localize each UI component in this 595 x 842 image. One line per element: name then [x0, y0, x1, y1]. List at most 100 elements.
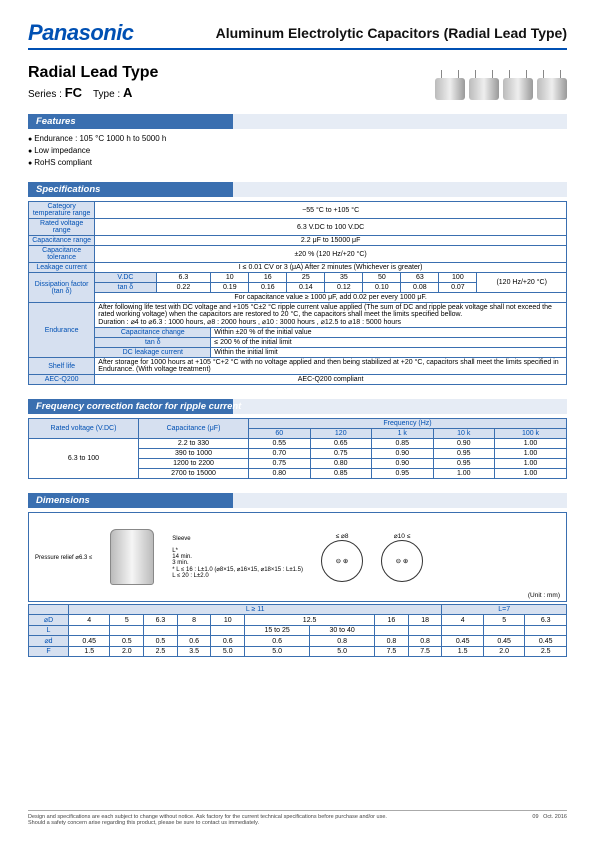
dim-cell: 0.8	[375, 636, 409, 647]
footer-text: Design and specifications are each subje…	[28, 814, 387, 826]
dim-cell: 30 to 40	[310, 626, 375, 636]
diss-tan: 0.22	[156, 283, 211, 293]
dim-cell: 0.8	[408, 636, 442, 647]
freq-val: 0.95	[372, 469, 434, 479]
dim-cell: 5.0	[245, 647, 310, 657]
diss-vdc-label: V.DC	[95, 273, 156, 283]
freq-val: 0.85	[372, 439, 434, 449]
freq-val: 0.75	[310, 449, 372, 459]
diss-vdc: 100	[439, 273, 477, 283]
dim-cell: 7.5	[375, 647, 409, 657]
feature-item: RoHS compliant	[28, 157, 567, 169]
dim-cell: 7.5	[408, 647, 442, 657]
shelf-text: After storage for 1000 hours at +105 °C+…	[95, 358, 567, 375]
cap-change-val: Within ±20 % of the initial value	[211, 328, 567, 338]
dim-cell	[211, 626, 245, 636]
freq-cap: 1200 to 2200	[139, 459, 249, 469]
spec-label: AEC-Q200	[29, 375, 95, 385]
dim-cell: 0.8	[310, 636, 375, 647]
freq-val: 0.55	[249, 439, 311, 449]
dim-cell: 5	[483, 615, 524, 626]
spec-label: Shelf life	[29, 358, 95, 375]
spec-label: Category temperature range	[29, 202, 95, 219]
freq-val: 0.95	[433, 459, 495, 469]
spec-label: Capacitance range	[29, 236, 95, 246]
diss-note: For capacitance value ≥ 1000 μF, add 0.0…	[95, 293, 567, 303]
diss-tan: 0.07	[439, 283, 477, 293]
freq-voltrange: 6.3 to 100	[29, 439, 139, 479]
series-label: Series :	[28, 89, 62, 100]
aec-val: AEC-Q200 compliant	[95, 375, 567, 385]
diss-cond: (120 Hz/+20 °C)	[477, 273, 567, 293]
freq-val: 0.85	[310, 469, 372, 479]
dim-cell: 2.0	[110, 647, 144, 657]
diss-tan: 0.12	[325, 283, 363, 293]
d8-label: ≤ ⌀8	[321, 532, 363, 540]
dim-cell: 0.45	[483, 636, 524, 647]
unit-label: (Unit : mm)	[528, 592, 560, 599]
freq-val: 0.90	[372, 449, 434, 459]
dim-cell	[408, 626, 442, 636]
diss-tan: 0.14	[287, 283, 325, 293]
freq-col: 1 k	[372, 429, 434, 439]
dim-cell: 0.5	[110, 636, 144, 647]
dim-cell: 2.0	[483, 647, 524, 657]
freq-val: 0.70	[249, 449, 311, 459]
freq-table: Rated voltage (V.DC) Capacitance (μF) Fr…	[28, 418, 567, 479]
series-value: FC	[65, 85, 82, 100]
dim-cell: 0.6	[211, 636, 245, 647]
spec-value: −55 °C to +105 °C	[95, 202, 567, 219]
freq-val: 0.95	[433, 449, 495, 459]
diss-tan: 0.10	[363, 283, 401, 293]
freq-val: 1.00	[495, 459, 567, 469]
dim-cell: 5	[110, 615, 144, 626]
dim-cell	[442, 626, 483, 636]
specs-heading: Specifications	[28, 182, 567, 197]
freq-cap: 2700 to 15000	[139, 469, 249, 479]
freq-val: 1.00	[433, 469, 495, 479]
page-number: 09	[532, 814, 538, 820]
dim-l11-hdr: L ≥ 11	[69, 605, 442, 615]
freq-val: 0.80	[310, 459, 372, 469]
diss-vdc: 25	[287, 273, 325, 283]
spec-label: Rated voltage range	[29, 219, 95, 236]
product-title: Radial Lead Type	[28, 64, 158, 82]
dim-cell	[375, 626, 409, 636]
freq-val: 0.90	[433, 439, 495, 449]
dim-cell: 0.45	[69, 636, 110, 647]
dim-cell: 4	[69, 615, 110, 626]
dim-cell: 10	[211, 615, 245, 626]
dim-cell: 0.6	[245, 636, 310, 647]
freq-col: 10 k	[433, 429, 495, 439]
type-value: A	[123, 85, 132, 100]
dim-cell	[483, 626, 524, 636]
capacitor-illustration	[417, 64, 567, 100]
type-label: Type :	[93, 89, 120, 100]
dim-note: * L ≤ 16 : L±1.0 (⌀8×15, ⌀16×15, ⌀18×15 …	[172, 566, 303, 579]
dim-row-label: ⌀d	[29, 636, 69, 647]
diss-vdc: 63	[401, 273, 439, 283]
freq-cap: 2.2 to 330	[139, 439, 249, 449]
freq-col: 100 k	[495, 429, 567, 439]
diss-vdc: 10	[211, 273, 249, 283]
freq-col: 60	[249, 429, 311, 439]
dc-leak-val: Within the initial limit	[211, 348, 567, 358]
dim-row-label: ⌀D	[29, 615, 69, 626]
dim-cell: 6.3	[525, 615, 567, 626]
diss-tan-label: tan δ	[95, 283, 156, 293]
dim-cell: 2.5	[525, 647, 567, 657]
tan-change-val: ≤ 200 % of the initial limit	[211, 338, 567, 348]
diss-tan: 0.16	[249, 283, 287, 293]
dims-heading: Dimensions	[28, 493, 567, 508]
freq-val: 0.65	[310, 439, 372, 449]
page-title: Aluminum Electrolytic Capacitors (Radial…	[216, 25, 567, 41]
dc-leak-label: DC leakage current	[95, 348, 211, 358]
bottom-view-icon: ⊖ ⊕	[321, 540, 363, 582]
capacitor-drawing-icon	[110, 529, 154, 585]
dim-cell: 8	[177, 615, 211, 626]
diss-tan: 0.08	[401, 283, 439, 293]
spec-label: Dissipation factor (tan δ)	[29, 273, 95, 303]
page-footer: Design and specifications are each subje…	[28, 810, 567, 826]
freq-hdr: Frequency (Hz)	[249, 419, 567, 429]
dim-l7-hdr: L=7	[442, 605, 567, 615]
